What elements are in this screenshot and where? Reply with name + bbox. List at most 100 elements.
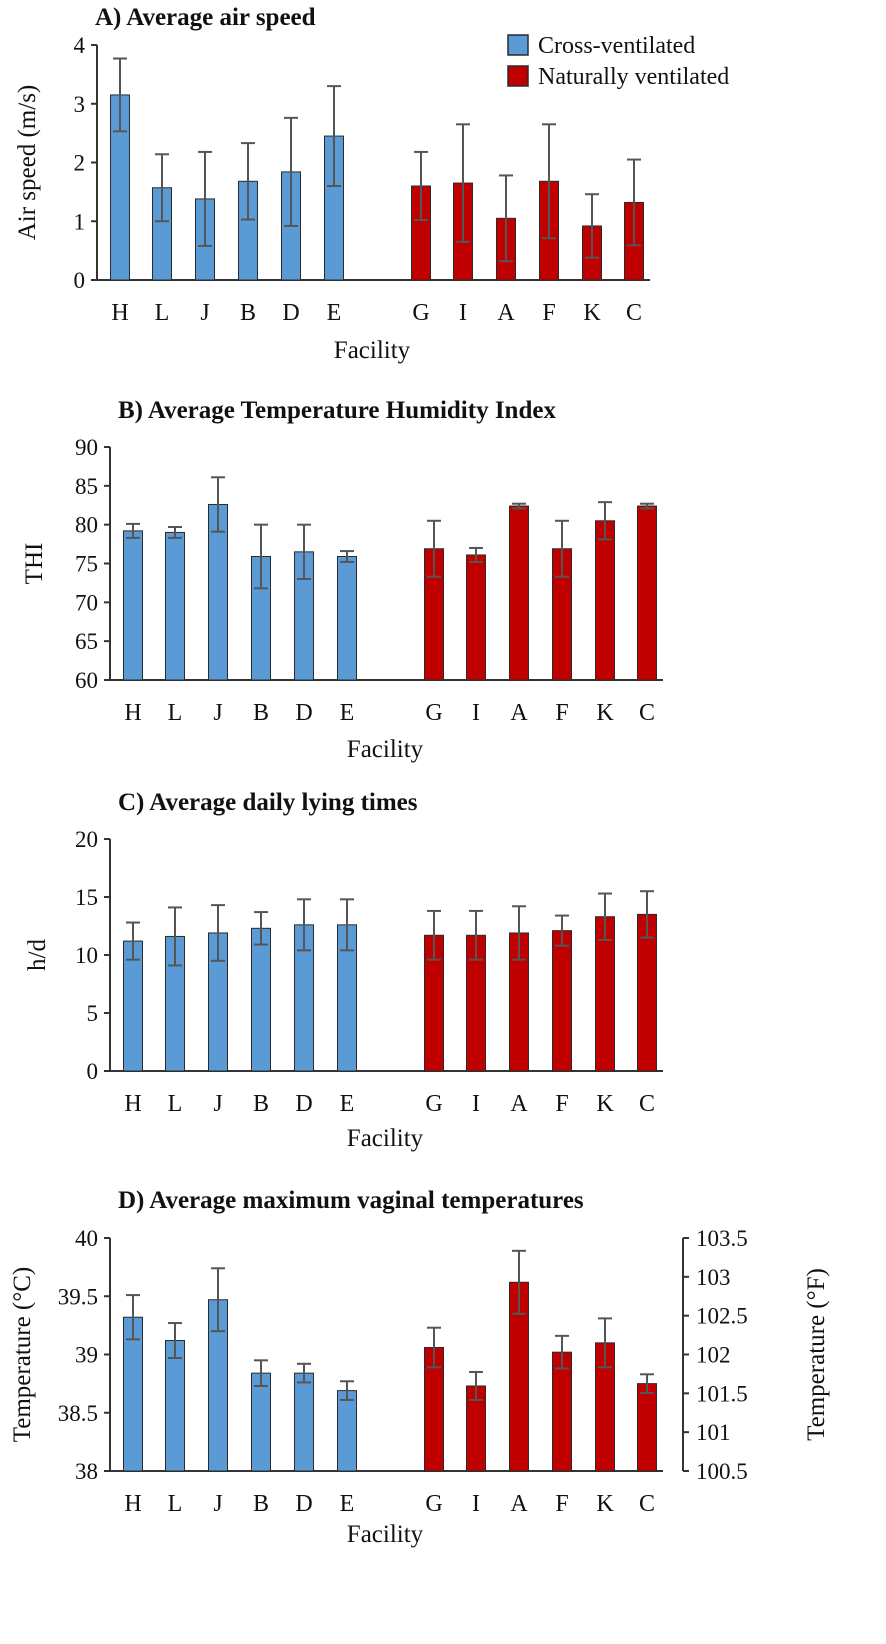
x-axis-title: Facility [334, 337, 411, 364]
y-tick-label: 1 [74, 209, 86, 234]
y-tick-label: 38 [75, 1459, 98, 1484]
bar-I [466, 554, 486, 681]
y-tick-label: 80 [75, 513, 98, 538]
error-bar-K [598, 501, 612, 541]
error-bar-A [512, 905, 526, 961]
x-tick-label-D: D [295, 700, 312, 726]
x-tick-label-L: L [168, 700, 183, 726]
error-bar-K [585, 193, 599, 259]
x-axis-title: Facility [347, 736, 424, 763]
error-bar-D [297, 898, 311, 952]
bar-K [595, 520, 615, 681]
y-tick-label: 2 [74, 151, 86, 176]
error-bar-G [427, 909, 441, 961]
error-bar-A [512, 502, 526, 510]
x-tick-label-G: G [425, 700, 442, 726]
y-axis-title: Temperature (°C) [9, 1267, 36, 1443]
error-bar-I [469, 546, 483, 563]
x-tick-label-E: E [340, 700, 355, 726]
x-tick-label-B: B [253, 1491, 269, 1517]
chart-panel-D: D) Average maximum vaginal temperatures 3… [9, 1187, 830, 1548]
error-bar-I [469, 1370, 483, 1401]
bar-L [165, 1340, 185, 1472]
error-bar-L [155, 153, 169, 223]
chart-panel-C: C) Average daily lying times 0 5 10 15 20 h/d H… [24, 789, 663, 1152]
bar-B [251, 927, 271, 1072]
x-tick-label-A: A [510, 1491, 528, 1517]
error-bar-K [598, 892, 612, 941]
chart-title: A) Average air speed [95, 4, 316, 31]
error-bar-K [598, 1317, 612, 1369]
error-bar-A [499, 174, 513, 263]
legend-label-cross: Cross-ventilated [538, 33, 695, 59]
y-tick-label: 85 [75, 474, 98, 499]
chart-title: B) Average Temperature Humidity Index [118, 397, 556, 424]
y-tick-label: 90 [75, 435, 98, 460]
error-bar-L [168, 906, 182, 967]
y2-axis-title: Temperature (°F) [803, 1268, 830, 1441]
y-tick-label: 10 [75, 943, 98, 968]
x-tick-label-H: H [111, 300, 128, 326]
y2-tick-label: 102.5 [696, 1304, 748, 1329]
y-tick-label: 38.5 [58, 1401, 98, 1426]
error-bar-J [211, 1267, 225, 1333]
error-bar-F [555, 1334, 569, 1370]
x-tick-label-C: C [639, 1491, 655, 1517]
error-bar-B [241, 142, 255, 221]
x-tick-label-D: D [295, 1491, 312, 1517]
x-tick-label-E: E [327, 300, 342, 326]
x-tick-label-J: J [213, 1091, 222, 1117]
error-bar-E [327, 85, 341, 187]
error-bar-A [512, 1249, 526, 1315]
x-tick-label-G: G [412, 300, 429, 326]
y2-tick-label: 101 [696, 1420, 731, 1445]
bar-F [552, 930, 572, 1072]
x-tick-label-G: G [425, 1491, 442, 1517]
x-axis-title: Facility [347, 1521, 424, 1548]
x-tick-label-L: L [155, 300, 170, 326]
legend-swatch-cross [507, 34, 529, 56]
error-bar-L [168, 525, 182, 539]
x-tick-label-C: C [639, 700, 655, 726]
x-tick-label-J: J [213, 700, 222, 726]
error-bar-H [126, 522, 140, 539]
y2-tick-label: 100.5 [696, 1459, 748, 1484]
x-tick-label-B: B [240, 300, 256, 326]
chart-panel-A: A) Average air speed 0 1 2 3 4 Air speed (m/s)… [14, 4, 650, 364]
x-tick-label-K: K [596, 1491, 614, 1517]
error-bar-D [297, 1362, 311, 1384]
x-tick-label-A: A [497, 300, 515, 326]
error-bar-C [640, 890, 654, 939]
error-bar-H [126, 1294, 140, 1341]
y-tick-label: 39.5 [58, 1284, 98, 1309]
y-axis-title: THI [21, 543, 48, 585]
x-tick-label-L: L [168, 1091, 183, 1117]
y-tick-label: 0 [87, 1059, 99, 1084]
chart-panel-B: B) Average Temperature Humidity Index 60 6… [21, 397, 663, 763]
error-bar-J [198, 150, 212, 247]
x-tick-label-F: F [542, 300, 555, 326]
chart-title: D) Average maximum vaginal temperatures [118, 1187, 584, 1214]
y-axis-title: Air speed (m/s) [14, 85, 41, 241]
x-tick-label-L: L [168, 1491, 183, 1517]
error-bar-F [555, 519, 569, 578]
x-tick-label-F: F [555, 1091, 568, 1117]
bar-L [165, 531, 185, 681]
error-bar-H [126, 921, 140, 961]
error-bar-J [211, 476, 225, 533]
x-tick-label-F: F [555, 700, 568, 726]
x-tick-label-E: E [340, 1091, 355, 1117]
error-bar-C [640, 1373, 654, 1394]
bar-E [337, 556, 357, 681]
bar-H [123, 530, 143, 681]
error-bar-E [340, 898, 354, 952]
error-bar-G [427, 519, 441, 578]
bar-D [294, 1372, 314, 1472]
error-bar-F [542, 123, 556, 240]
y2-tick-label: 103.5 [696, 1226, 748, 1251]
error-bar-F [555, 914, 569, 947]
y-tick-label: 20 [75, 827, 98, 852]
x-tick-label-I: I [472, 700, 480, 726]
legend: Cross-ventilated Naturally ventilated [507, 33, 729, 90]
